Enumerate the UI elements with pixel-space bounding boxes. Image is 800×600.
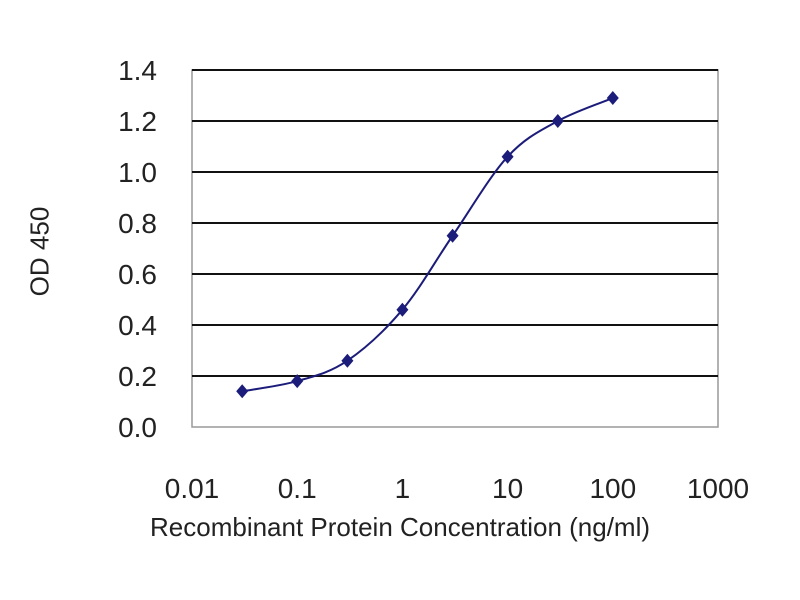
y-tick-label: 1.4 [118,55,157,86]
y-tick-label: 0.2 [118,361,157,392]
data-point [606,91,619,106]
y-tick-label: 0.8 [118,208,157,239]
data-point [236,384,249,399]
y-tick-label: 1.2 [118,106,157,137]
y-tick-label: 0.0 [118,412,157,443]
data-point [446,228,459,243]
x-tick-label: 0.01 [165,473,220,504]
x-tick-label: 10 [492,473,523,504]
plot-area [191,69,719,428]
y-tick-label: 0.4 [118,310,157,341]
data-point [341,353,354,368]
y-axis-title: OD 450 [24,206,55,297]
y-tick-label: 1.0 [118,157,157,188]
x-tick-label: 1 [395,473,411,504]
data-point [291,374,304,389]
x-tick-label: 1000 [687,473,749,504]
data-point [551,114,564,128]
x-axis-title: Recombinant Protein Concentration (ng/ml… [150,512,651,542]
data-point [396,302,409,317]
x-tick-label: 100 [589,473,636,504]
data-point [501,149,514,164]
fit-curve [242,97,614,393]
y-tick-label: 0.6 [118,259,157,290]
x-tick-label: 0.1 [278,473,317,504]
